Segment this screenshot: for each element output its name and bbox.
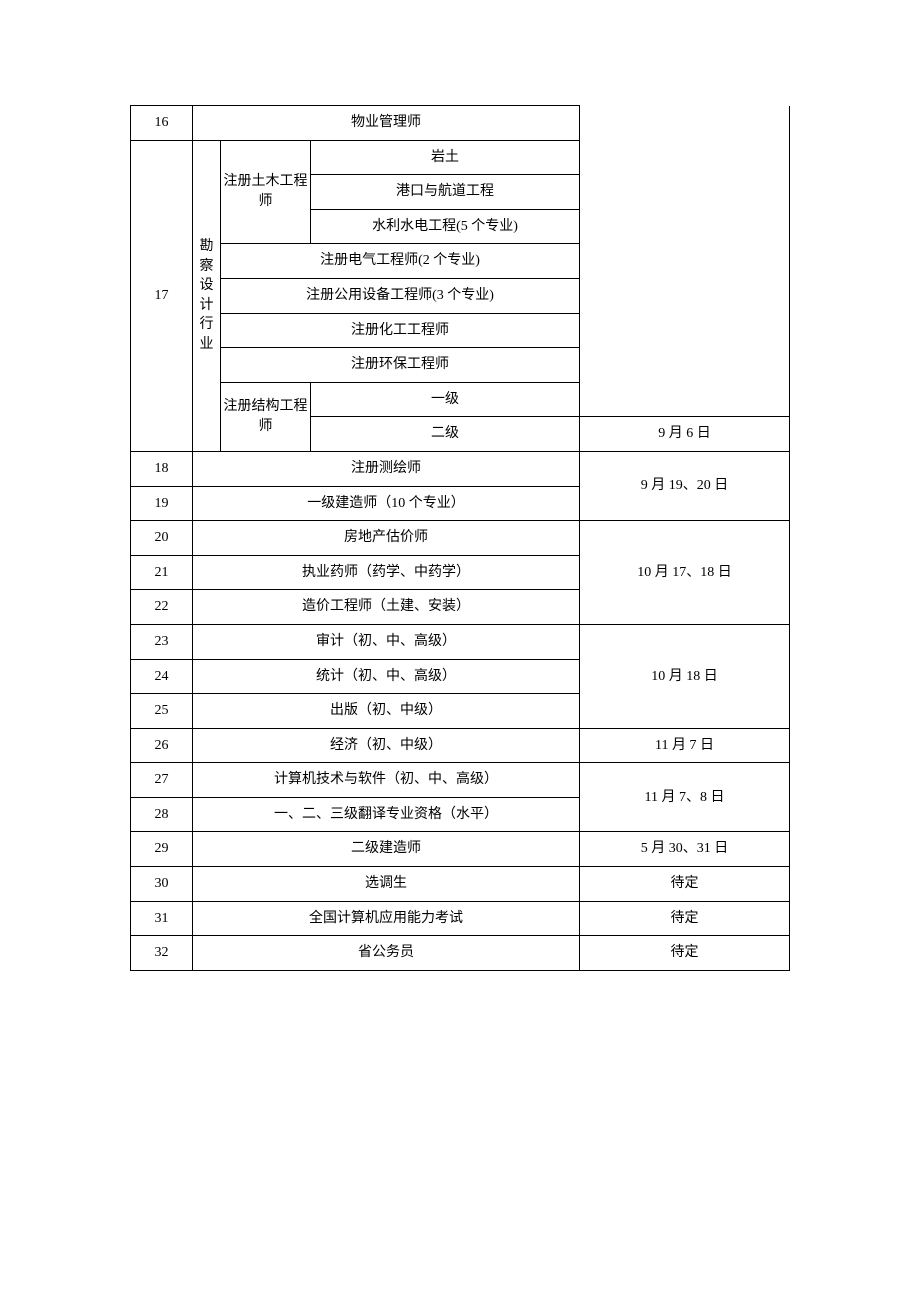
table-row: 29 二级建造师 5 月 30、31 日 xyxy=(131,832,790,867)
exam-name: 统计（初、中、高级） xyxy=(193,659,580,694)
table-row: 30 选调生 待定 xyxy=(131,867,790,902)
exam-name: 房地产估价师 xyxy=(193,521,580,556)
row-number: 22 xyxy=(131,590,193,625)
category-vertical: 勘察设计行业 xyxy=(193,140,221,451)
exam-name: 注册公用设备工程师(3 个专业) xyxy=(221,278,580,313)
exam-name: 二级建造师 xyxy=(193,832,580,867)
date-cell: 9 月 6 日 xyxy=(580,417,790,452)
row-number: 19 xyxy=(131,486,193,521)
exam-name: 注册电气工程师(2 个专业) xyxy=(221,244,580,279)
row-number: 32 xyxy=(131,936,193,971)
exam-name: 省公务员 xyxy=(193,936,580,971)
sub-category: 注册结构工程师 xyxy=(221,382,311,451)
exam-name: 一级建造师（10 个专业） xyxy=(193,486,580,521)
row-number: 31 xyxy=(131,901,193,936)
row-number: 17 xyxy=(131,140,193,451)
exam-name: 一、二、三级翻译专业资格（水平） xyxy=(193,797,580,832)
date-cell: 10 月 18 日 xyxy=(580,624,790,728)
exam-name: 物业管理师 xyxy=(193,106,580,141)
row-number: 16 xyxy=(131,106,193,141)
exam-schedule-table: 16 物业管理师 17 勘察设计行业 注册土木工程师 岩土 港口与航道工程 水利… xyxy=(130,105,790,971)
table-row: 16 物业管理师 xyxy=(131,106,790,141)
row-number: 30 xyxy=(131,867,193,902)
date-cell: 5 月 30、31 日 xyxy=(580,832,790,867)
exam-name: 全国计算机应用能力考试 xyxy=(193,901,580,936)
row-number: 21 xyxy=(131,555,193,590)
exam-name: 执业药师（药学、中药学） xyxy=(193,555,580,590)
row-number: 26 xyxy=(131,728,193,763)
date-cell: 10 月 17、18 日 xyxy=(580,521,790,625)
exam-name: 经济（初、中级） xyxy=(193,728,580,763)
exam-name: 审计（初、中、高级） xyxy=(193,624,580,659)
row-number: 20 xyxy=(131,521,193,556)
sub-category: 注册土木工程师 xyxy=(221,140,311,244)
table-row: 32 省公务员 待定 xyxy=(131,936,790,971)
table-row: 18 注册测绘师 9 月 19、20 日 xyxy=(131,451,790,486)
table-row: 23 审计（初、中、高级） 10 月 18 日 xyxy=(131,624,790,659)
row-number: 24 xyxy=(131,659,193,694)
row-number: 23 xyxy=(131,624,193,659)
row-number: 29 xyxy=(131,832,193,867)
exam-name: 注册测绘师 xyxy=(193,451,580,486)
exam-name: 出版（初、中级） xyxy=(193,694,580,729)
exam-name: 水利水电工程(5 个专业) xyxy=(311,209,580,244)
table-row: 26 经济（初、中级） 11 月 7 日 xyxy=(131,728,790,763)
exam-name: 港口与航道工程 xyxy=(311,175,580,210)
exam-name: 选调生 xyxy=(193,867,580,902)
exam-name: 注册环保工程师 xyxy=(221,348,580,383)
date-cell: 待定 xyxy=(580,901,790,936)
exam-name: 岩土 xyxy=(311,140,580,175)
row-number: 28 xyxy=(131,797,193,832)
exam-name: 造价工程师（土建、安装） xyxy=(193,590,580,625)
row-number: 25 xyxy=(131,694,193,729)
page-container: 16 物业管理师 17 勘察设计行业 注册土木工程师 岩土 港口与航道工程 水利… xyxy=(0,0,920,971)
row-number: 27 xyxy=(131,763,193,798)
table-row: 20 房地产估价师 10 月 17、18 日 xyxy=(131,521,790,556)
exam-name: 计算机技术与软件（初、中、高级） xyxy=(193,763,580,798)
date-cell: 待定 xyxy=(580,867,790,902)
date-cell-empty xyxy=(580,106,790,417)
table-row: 27 计算机技术与软件（初、中、高级） 11 月 7、8 日 xyxy=(131,763,790,798)
exam-name: 二级 xyxy=(311,417,580,452)
row-number: 18 xyxy=(131,451,193,486)
date-cell: 9 月 19、20 日 xyxy=(580,451,790,520)
date-cell: 11 月 7 日 xyxy=(580,728,790,763)
date-cell: 待定 xyxy=(580,936,790,971)
date-cell: 11 月 7、8 日 xyxy=(580,763,790,832)
exam-name: 注册化工工程师 xyxy=(221,313,580,348)
table-row: 31 全国计算机应用能力考试 待定 xyxy=(131,901,790,936)
exam-name: 一级 xyxy=(311,382,580,417)
